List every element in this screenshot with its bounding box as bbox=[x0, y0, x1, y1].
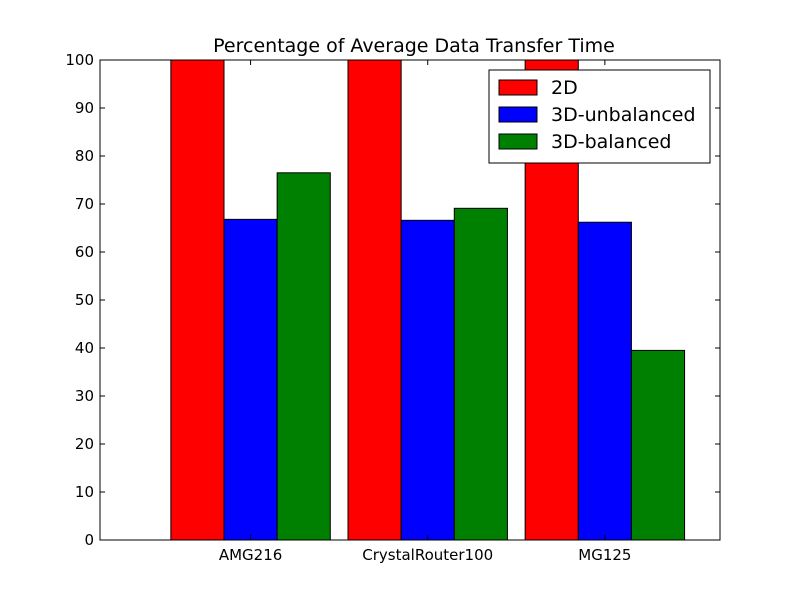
legend-label: 3D-unbalanced bbox=[551, 104, 696, 126]
legend-label: 2D bbox=[551, 77, 578, 99]
legend-swatch bbox=[498, 133, 538, 150]
legend: 2D 3D-unbalanced 3D-balanced bbox=[488, 69, 711, 164]
y-tick-label: 70 bbox=[75, 195, 94, 213]
bar-3d-balanced-amg216 bbox=[276, 172, 331, 541]
y-tick-label: 100 bbox=[65, 51, 94, 69]
bar-3d-unbalanced-mg125 bbox=[577, 221, 632, 541]
y-tick-label: 30 bbox=[75, 387, 94, 405]
y-tick-label: 0 bbox=[84, 531, 94, 549]
y-tick-label: 50 bbox=[75, 291, 94, 309]
y-tick-label: 90 bbox=[75, 99, 94, 117]
y-tick-label: 80 bbox=[75, 147, 94, 165]
x-tick-label: CrystalRouter100 bbox=[362, 546, 493, 564]
x-tick-label: MG125 bbox=[578, 546, 631, 564]
bar-2d-crystalrouter100 bbox=[347, 59, 402, 541]
x-tick-label: AMG216 bbox=[219, 546, 282, 564]
y-tick-label: 60 bbox=[75, 243, 94, 261]
bar-3d-balanced-mg125 bbox=[630, 349, 686, 541]
y-tick-label: 10 bbox=[75, 483, 94, 501]
bar-2d-amg216 bbox=[170, 59, 225, 541]
bar-3d-unbalanced-crystalrouter100 bbox=[400, 219, 455, 541]
y-tick-label: 20 bbox=[75, 435, 94, 453]
plot-area bbox=[170, 59, 686, 541]
legend-swatch bbox=[498, 79, 538, 96]
bar-3d-balanced-crystalrouter100 bbox=[453, 207, 508, 541]
x-axis: AMG216 CrystalRouter100 MG125 bbox=[219, 60, 631, 564]
chart-title: Percentage of Average Data Transfer Time bbox=[213, 35, 615, 57]
plot-frame bbox=[99, 59, 721, 541]
bar-3d-unbalanced-amg216 bbox=[223, 218, 278, 541]
y-tick-label: 40 bbox=[75, 339, 94, 357]
legend-swatch bbox=[498, 106, 538, 123]
legend-label: 3D-balanced bbox=[551, 131, 671, 153]
